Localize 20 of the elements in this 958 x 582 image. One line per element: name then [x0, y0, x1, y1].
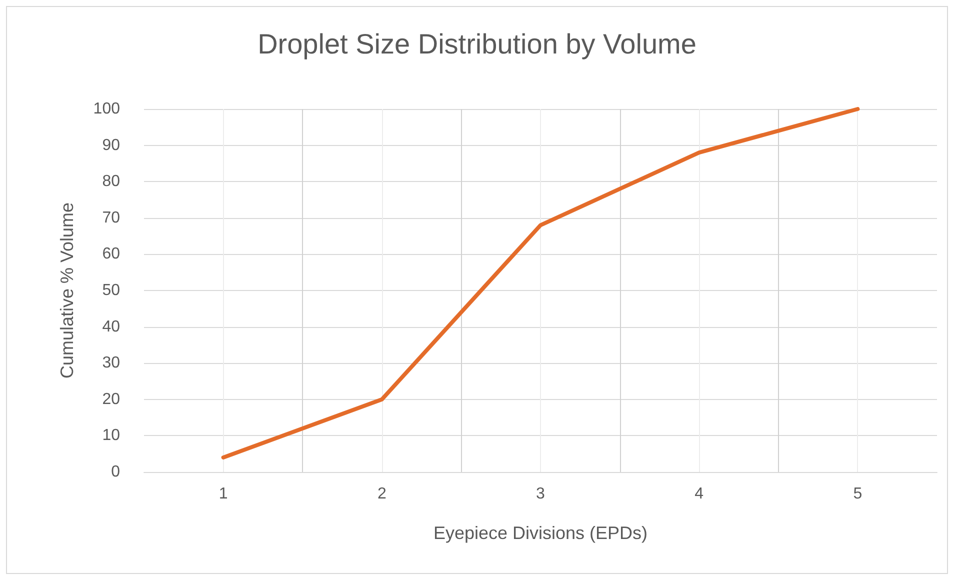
x-tick-label: 5: [853, 486, 862, 502]
x-tick-label: 4: [694, 486, 704, 502]
x-tick-label: 3: [536, 486, 546, 502]
y-tick-label: 90: [102, 136, 120, 154]
line-series: [221, 107, 860, 460]
y-tick-label: 70: [102, 209, 120, 226]
y-tick-label: 40: [102, 318, 120, 336]
y-tick-label: 100: [93, 100, 120, 118]
y-tick-label: 10: [102, 427, 120, 444]
x-axis-title: Eyepiece Divisions (EPDs): [433, 523, 648, 543]
chart-title: Droplet Size Distribution by Volume: [258, 28, 696, 60]
x-tick-label: 2: [377, 486, 386, 502]
y-tick-label: 60: [102, 246, 120, 263]
y-axis-title: Cumulative % Volume: [57, 202, 77, 379]
y-tick-label: 50: [102, 282, 120, 299]
y-tick-label: 20: [102, 390, 120, 408]
y-tick-label: 0: [111, 464, 120, 480]
x-tick-label: 1: [218, 486, 228, 502]
y-tick-label: 80: [102, 173, 120, 190]
y-tick-label: 30: [102, 354, 120, 372]
